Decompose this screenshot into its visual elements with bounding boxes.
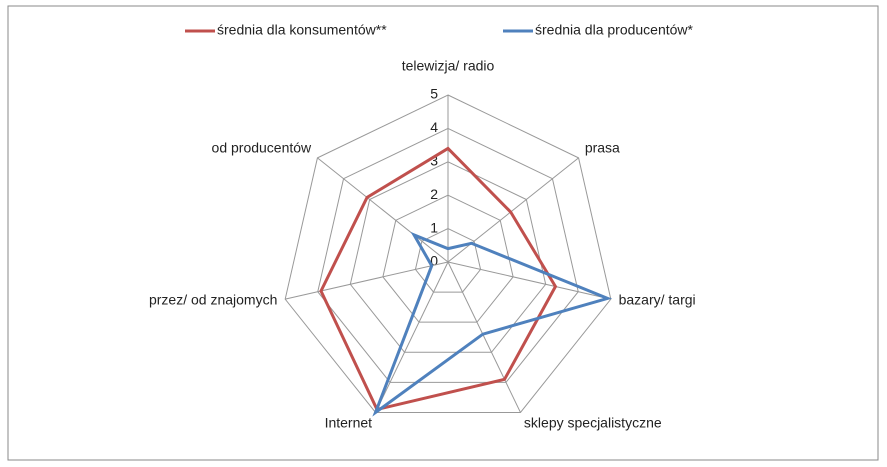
axis-label: sklepy specjalistyczne [524,414,662,430]
legend-label: średnia dla producentów* [535,22,694,38]
axis-label: Internet [325,414,373,430]
chart-frame [7,5,879,461]
axis-label: prasa [585,140,620,156]
axis-line [285,261,449,300]
r-tick-label: 0 [430,253,438,269]
axis-line [375,261,449,413]
series-line [319,146,558,412]
axis-line [447,261,521,413]
grid-line [382,194,514,323]
grid-line [284,94,612,413]
axis-label: przez/ od znajomych [149,292,277,308]
grid-line [349,161,547,353]
axis-label: telewizja/ radio [402,58,495,74]
axis-line [447,261,611,300]
r-tick-label: 1 [430,219,438,235]
axis-label: bazary/ targi [619,292,696,308]
r-tick-label: 5 [430,86,438,102]
series-line [372,231,613,417]
r-tick-label: 3 [430,153,438,169]
axis-line [317,157,449,263]
r-tick-label: 2 [430,186,438,202]
axis-label: od producentów [212,140,313,156]
legend-label: średnia dla konsumentów** [217,22,387,38]
r-tick-label: 4 [430,119,438,135]
grid-line [317,127,579,383]
